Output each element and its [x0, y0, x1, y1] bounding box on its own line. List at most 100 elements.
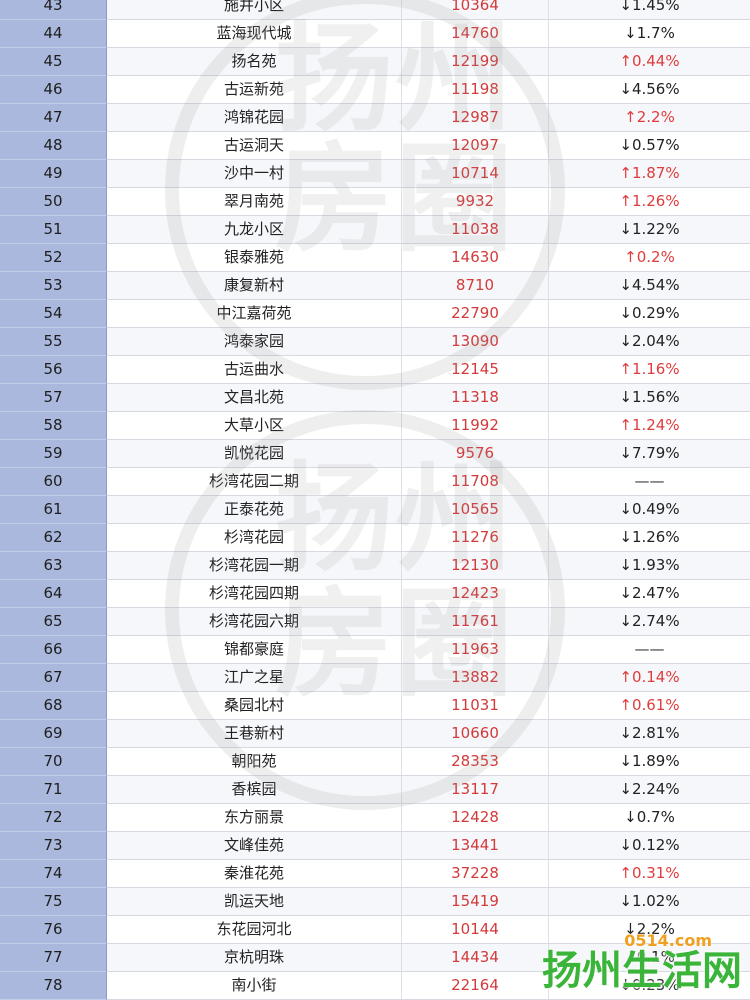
unit-price: 12199: [402, 48, 549, 76]
table-row: 45 扬名苑 12199 ↑0.44%: [0, 48, 750, 76]
community-name: 扬名苑: [107, 48, 402, 76]
unit-price: 11038: [402, 216, 549, 244]
table-row: 75 凯运天地 15419 ↓1.02%: [0, 888, 750, 916]
unit-price: 10660: [402, 720, 549, 748]
unit-price: 14434: [402, 944, 549, 972]
community-name: 秦淮花苑: [107, 860, 402, 888]
price-change: ↓0.49%: [549, 496, 750, 524]
unit-price: 12423: [402, 580, 549, 608]
table-row: 48 古运洞天 12097 ↓0.57%: [0, 132, 750, 160]
price-change: ↓2.04%: [549, 328, 750, 356]
price-change: ↓1.02%: [549, 888, 750, 916]
table-row: 55 鸿泰家园 13090 ↓2.04%: [0, 328, 750, 356]
table-row: 74 秦淮花苑 37228 ↑0.31%: [0, 860, 750, 888]
row-index: 61: [0, 496, 107, 524]
row-index: 62: [0, 524, 107, 552]
price-change: ↑0.2%: [549, 244, 750, 272]
price-change: ——: [549, 636, 750, 664]
price-change: ↑0.14%: [549, 664, 750, 692]
row-index: 65: [0, 608, 107, 636]
unit-price: 11198: [402, 76, 549, 104]
community-name: 鸿泰家园: [107, 328, 402, 356]
community-name: 古运曲水: [107, 356, 402, 384]
unit-price: 14630: [402, 244, 549, 272]
table-row: 56 古运曲水 12145 ↑1.16%: [0, 356, 750, 384]
row-index: 78: [0, 972, 107, 1000]
community-name: 康复新村: [107, 272, 402, 300]
unit-price: 13090: [402, 328, 549, 356]
table-row: 54 中江嘉荷苑 22790 ↓0.29%: [0, 300, 750, 328]
unit-price: 9576: [402, 440, 549, 468]
row-index: 56: [0, 356, 107, 384]
row-index: 71: [0, 776, 107, 804]
table-row: 44 蓝海现代城 14760 ↓1.7%: [0, 20, 750, 48]
price-change: ↑2.2%: [549, 104, 750, 132]
table-row: 53 康复新村 8710 ↓4.54%: [0, 272, 750, 300]
table-row: 78 南小街 22164 ↓0.23%: [0, 972, 750, 1000]
table-row: 76 东花园河北 10144 ↓2.2%: [0, 916, 750, 944]
row-index: 47: [0, 104, 107, 132]
table-row: 62 杉湾花园 11276 ↓1.26%: [0, 524, 750, 552]
price-change: ↓1.26%: [549, 524, 750, 552]
table-row: 64 杉湾花园四期 12423 ↓2.47%: [0, 580, 750, 608]
community-name: 九龙小区: [107, 216, 402, 244]
unit-price: 11031: [402, 692, 549, 720]
unit-price: 13882: [402, 664, 549, 692]
unit-price: 11708: [402, 468, 549, 496]
unit-price: 12145: [402, 356, 549, 384]
unit-price: 11963: [402, 636, 549, 664]
community-name: 杉湾花园二期: [107, 468, 402, 496]
price-change: ↑1.16%: [549, 356, 750, 384]
row-index: 77: [0, 944, 107, 972]
unit-price: 10364: [402, 0, 549, 20]
row-index: 67: [0, 664, 107, 692]
row-index: 45: [0, 48, 107, 76]
unit-price: 8710: [402, 272, 549, 300]
price-change: ↓2.2%: [549, 916, 750, 944]
table-row: 70 朝阳苑 28353 ↓1.89%: [0, 748, 750, 776]
community-name: 锦都豪庭: [107, 636, 402, 664]
price-change: ↓4.56%: [549, 76, 750, 104]
community-name: 鸿锦花园: [107, 104, 402, 132]
table-row: 47 鸿锦花园 12987 ↑2.2%: [0, 104, 750, 132]
price-change: ↓0.1%: [549, 944, 750, 972]
price-change: ↓4.54%: [549, 272, 750, 300]
community-name: 朝阳苑: [107, 748, 402, 776]
price-change: ↓0.12%: [549, 832, 750, 860]
community-name: 南小街: [107, 972, 402, 1000]
table-row: 72 东方丽景 12428 ↓0.7%: [0, 804, 750, 832]
price-change: ——: [549, 468, 750, 496]
table-row: 68 桑园北村 11031 ↑0.61%: [0, 692, 750, 720]
row-index: 73: [0, 832, 107, 860]
price-change: ↓1.93%: [549, 552, 750, 580]
unit-price: 28353: [402, 748, 549, 776]
unit-price: 12428: [402, 804, 549, 832]
price-change: ↓1.45%: [549, 0, 750, 20]
community-name: 中江嘉荷苑: [107, 300, 402, 328]
unit-price: 9932: [402, 188, 549, 216]
row-index: 54: [0, 300, 107, 328]
unit-price: 13117: [402, 776, 549, 804]
table-row: 67 江广之星 13882 ↑0.14%: [0, 664, 750, 692]
unit-price: 22790: [402, 300, 549, 328]
community-name: 银泰雅苑: [107, 244, 402, 272]
price-change: ↓0.7%: [549, 804, 750, 832]
community-name: 江广之星: [107, 664, 402, 692]
community-name: 蓝海现代城: [107, 20, 402, 48]
unit-price: 37228: [402, 860, 549, 888]
price-change: ↓2.81%: [549, 720, 750, 748]
community-name: 香槟园: [107, 776, 402, 804]
community-name: 文峰佳苑: [107, 832, 402, 860]
unit-price: 14760: [402, 20, 549, 48]
table-row: 52 银泰雅苑 14630 ↑0.2%: [0, 244, 750, 272]
price-change: ↑1.24%: [549, 412, 750, 440]
community-name: 京杭明珠: [107, 944, 402, 972]
row-index: 64: [0, 580, 107, 608]
community-name: 正泰花苑: [107, 496, 402, 524]
unit-price: 13441: [402, 832, 549, 860]
table-row: 65 杉湾花园六期 11761 ↓2.74%: [0, 608, 750, 636]
unit-price: 12130: [402, 552, 549, 580]
row-index: 44: [0, 20, 107, 48]
row-index: 74: [0, 860, 107, 888]
